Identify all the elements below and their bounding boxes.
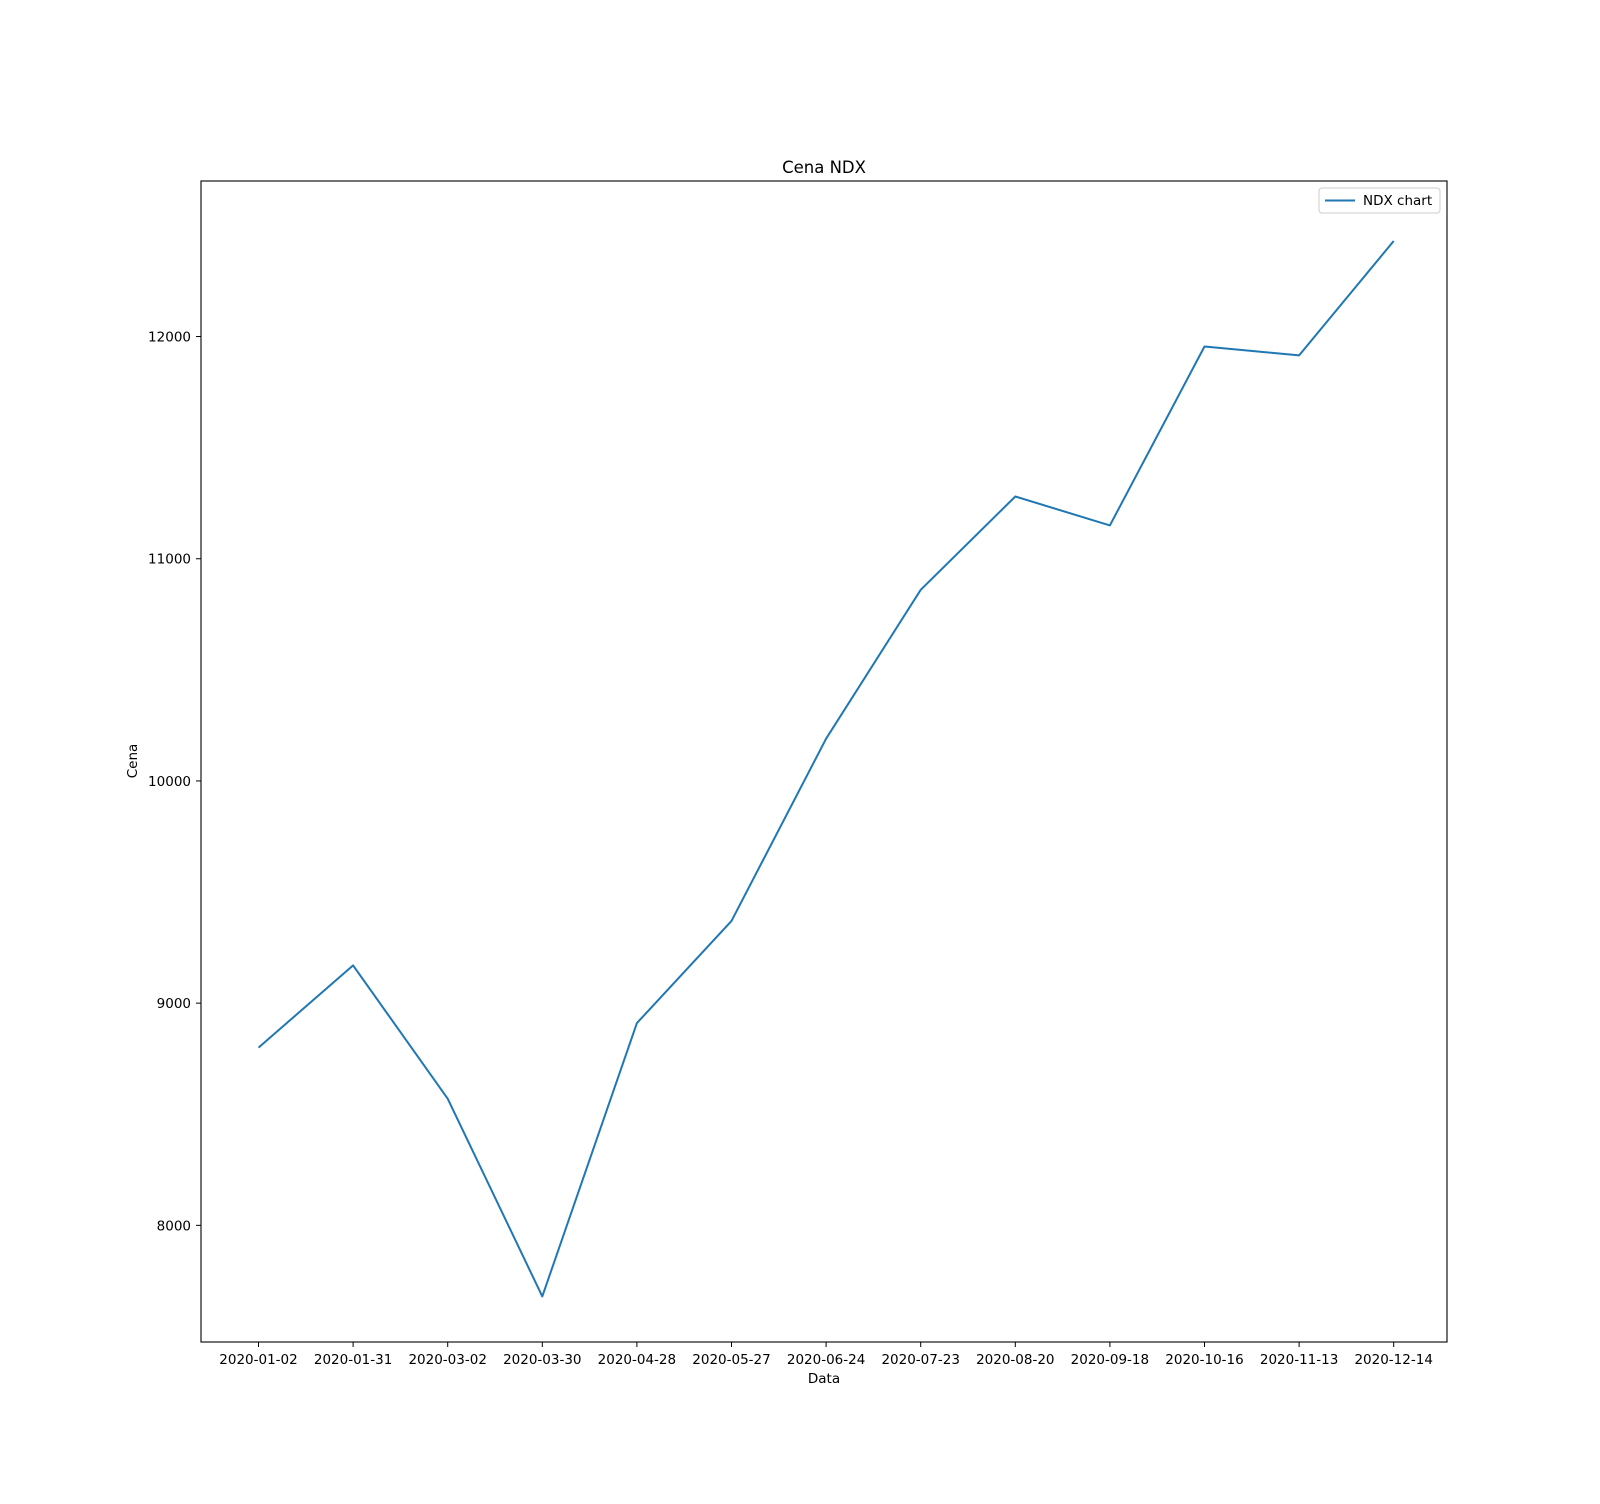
y-tick-label: 11000	[148, 552, 191, 568]
x-axis-label: Data	[808, 1371, 840, 1387]
x-axis: 2020-01-02 2020-01-31 2020-03-02 2020-03-30…	[219, 1342, 1433, 1368]
x-tick-label: 2020-09-18	[1071, 1352, 1149, 1368]
chart-title: Cena NDX	[782, 158, 866, 177]
y-tick-label: 12000	[148, 330, 191, 346]
x-tick-label: 2020-07-23	[881, 1352, 959, 1368]
x-tick-label: 2020-06-24	[787, 1352, 865, 1368]
x-tick-label: 2020-08-20	[976, 1352, 1054, 1368]
y-axis-label: Cena	[125, 744, 141, 779]
x-tick-label: 2020-01-31	[314, 1352, 392, 1368]
y-axis: 8000 9000 10000 11000 12000	[148, 330, 201, 1234]
y-tick-label: 10000	[148, 774, 191, 790]
x-tick-label: 2020-12-14	[1354, 1352, 1432, 1368]
x-tick-label: 2020-05-27	[692, 1352, 770, 1368]
plot-area	[257, 240, 1395, 1298]
legend-box	[1318, 187, 1441, 214]
legend: NDX chart	[1318, 187, 1441, 214]
x-tick-label: 2020-04-28	[598, 1352, 676, 1368]
y-tick-label: 8000	[157, 1218, 191, 1234]
x-tick-label: 2020-03-02	[408, 1352, 486, 1368]
x-tick-label: 2020-01-02	[219, 1352, 297, 1368]
plot-frame	[200, 180, 1448, 1343]
series-line-0	[257, 240, 1395, 1298]
x-tick-label: 2020-03-30	[503, 1352, 581, 1368]
legend-entry-label: NDX chart	[1363, 193, 1432, 209]
y-tick-label: 9000	[157, 996, 191, 1012]
x-tick-label: 2020-11-13	[1260, 1352, 1338, 1368]
x-tick-label: 2020-10-16	[1165, 1352, 1243, 1368]
